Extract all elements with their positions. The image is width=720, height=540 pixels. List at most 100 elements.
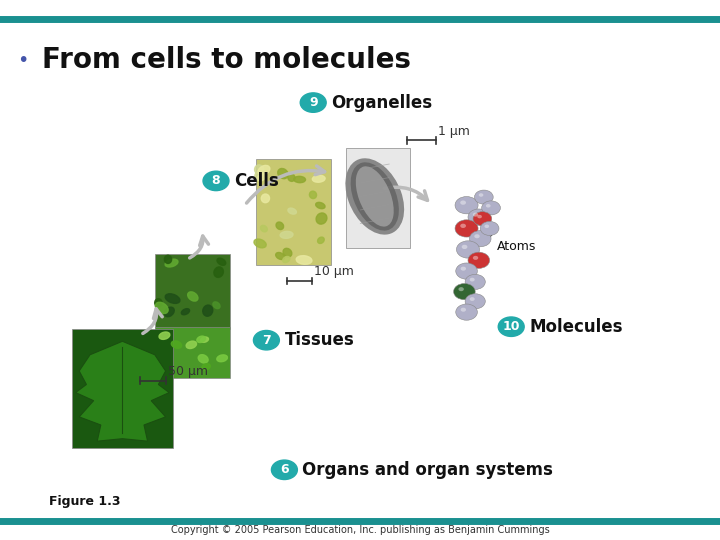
Circle shape xyxy=(480,221,499,235)
Ellipse shape xyxy=(186,341,197,348)
Ellipse shape xyxy=(213,302,220,309)
Circle shape xyxy=(459,287,464,291)
Ellipse shape xyxy=(346,158,404,234)
Circle shape xyxy=(456,263,477,279)
Text: 9: 9 xyxy=(309,96,318,109)
Ellipse shape xyxy=(255,165,264,174)
Bar xyxy=(346,148,410,248)
Circle shape xyxy=(460,200,466,205)
Circle shape xyxy=(468,209,490,225)
Circle shape xyxy=(461,308,466,312)
Circle shape xyxy=(468,252,490,268)
Ellipse shape xyxy=(198,355,208,363)
Text: Molecules: Molecules xyxy=(529,318,623,336)
Circle shape xyxy=(455,197,478,214)
Circle shape xyxy=(482,201,500,215)
Ellipse shape xyxy=(261,225,267,232)
Ellipse shape xyxy=(315,202,325,208)
Text: 10: 10 xyxy=(503,320,520,333)
Ellipse shape xyxy=(276,222,284,230)
Circle shape xyxy=(479,193,483,197)
Circle shape xyxy=(474,190,493,204)
Circle shape xyxy=(498,317,524,336)
Ellipse shape xyxy=(258,165,270,175)
Ellipse shape xyxy=(288,174,295,181)
Circle shape xyxy=(469,297,474,301)
Ellipse shape xyxy=(197,336,205,342)
Circle shape xyxy=(469,278,474,281)
Ellipse shape xyxy=(276,253,284,260)
Circle shape xyxy=(473,212,492,226)
Text: 6: 6 xyxy=(280,463,289,476)
Ellipse shape xyxy=(202,363,210,370)
Ellipse shape xyxy=(203,305,212,316)
Ellipse shape xyxy=(255,170,265,179)
Text: 7: 7 xyxy=(262,334,271,347)
Text: Organelles: Organelles xyxy=(331,93,432,112)
Ellipse shape xyxy=(294,176,305,183)
Bar xyxy=(155,327,230,378)
Ellipse shape xyxy=(283,256,290,262)
Circle shape xyxy=(454,284,475,300)
Ellipse shape xyxy=(261,194,269,202)
Circle shape xyxy=(460,224,466,228)
Bar xyxy=(72,329,173,448)
Ellipse shape xyxy=(164,307,174,317)
Ellipse shape xyxy=(200,337,209,342)
Text: Organs and organ systems: Organs and organ systems xyxy=(302,461,553,479)
Ellipse shape xyxy=(156,302,168,314)
Text: 50 μm: 50 μm xyxy=(168,365,208,378)
Text: Atoms: Atoms xyxy=(497,240,536,253)
Text: Tissues: Tissues xyxy=(284,331,354,349)
Ellipse shape xyxy=(310,191,317,199)
Circle shape xyxy=(300,93,326,112)
Bar xyxy=(256,159,331,265)
Text: 1 μm: 1 μm xyxy=(438,125,469,138)
Ellipse shape xyxy=(217,355,228,362)
Circle shape xyxy=(456,304,477,320)
Ellipse shape xyxy=(181,309,189,315)
Circle shape xyxy=(485,225,489,228)
Circle shape xyxy=(462,245,467,249)
Ellipse shape xyxy=(283,248,292,257)
Circle shape xyxy=(455,220,478,237)
Ellipse shape xyxy=(280,231,293,238)
Polygon shape xyxy=(76,341,169,441)
Ellipse shape xyxy=(288,208,297,214)
Text: 8: 8 xyxy=(212,174,220,187)
Ellipse shape xyxy=(165,259,178,267)
Text: Cells: Cells xyxy=(234,172,279,190)
Text: •: • xyxy=(17,51,29,70)
Ellipse shape xyxy=(278,168,288,179)
Ellipse shape xyxy=(188,292,198,301)
Ellipse shape xyxy=(318,237,324,244)
Ellipse shape xyxy=(164,255,171,264)
Circle shape xyxy=(253,330,279,350)
Circle shape xyxy=(473,213,478,217)
Ellipse shape xyxy=(214,267,223,278)
Ellipse shape xyxy=(356,166,394,227)
Ellipse shape xyxy=(254,239,266,248)
Text: From cells to molecules: From cells to molecules xyxy=(42,46,410,75)
Ellipse shape xyxy=(351,163,399,231)
Ellipse shape xyxy=(296,255,312,264)
Text: Copyright © 2005 Pearson Education, Inc. publishing as Benjamin Cummings: Copyright © 2005 Pearson Education, Inc.… xyxy=(171,524,549,535)
Circle shape xyxy=(461,267,466,271)
Circle shape xyxy=(474,234,480,238)
Circle shape xyxy=(456,241,480,258)
Circle shape xyxy=(477,215,482,218)
Ellipse shape xyxy=(171,341,181,348)
Ellipse shape xyxy=(155,299,162,307)
Circle shape xyxy=(469,231,491,247)
Circle shape xyxy=(271,460,297,480)
Ellipse shape xyxy=(159,332,170,339)
Bar xyxy=(155,254,230,329)
Ellipse shape xyxy=(165,294,180,303)
Ellipse shape xyxy=(316,213,327,224)
Circle shape xyxy=(473,256,478,260)
Circle shape xyxy=(465,294,485,309)
Circle shape xyxy=(203,171,229,191)
Ellipse shape xyxy=(257,174,266,181)
Ellipse shape xyxy=(312,176,325,183)
Text: 10 μm: 10 μm xyxy=(314,265,354,278)
